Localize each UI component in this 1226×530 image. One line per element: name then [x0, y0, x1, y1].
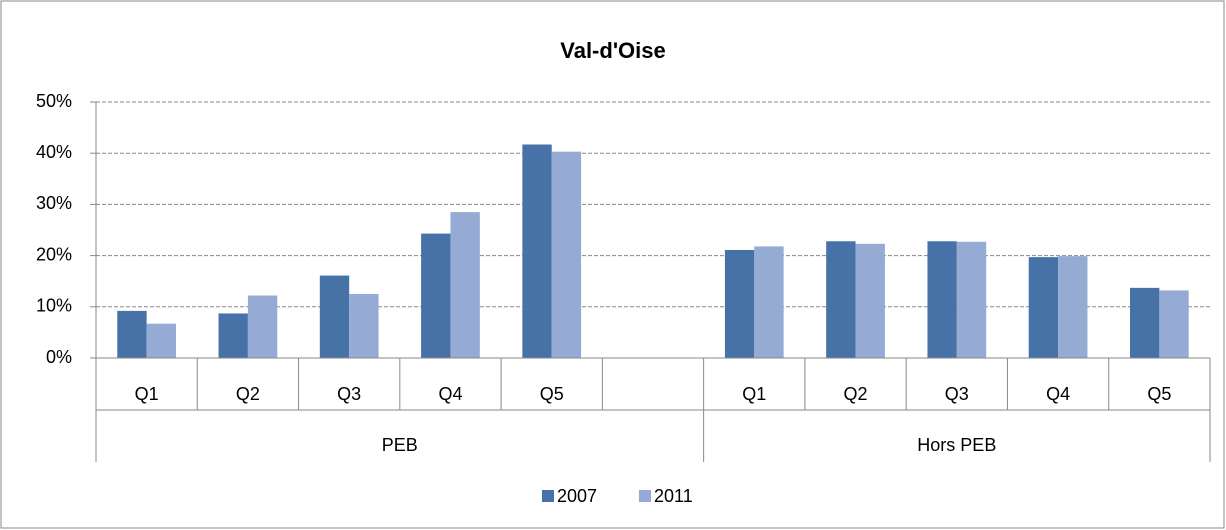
bar	[146, 323, 177, 358]
bar	[826, 241, 856, 358]
bar	[247, 295, 278, 358]
bar	[927, 241, 957, 358]
x-tick-label: Q5	[1147, 384, 1171, 404]
y-tick-label: 0%	[46, 347, 72, 367]
bar	[956, 241, 987, 358]
x-tick-label: Q2	[236, 384, 260, 404]
legend-swatch	[542, 490, 554, 502]
bar	[1058, 256, 1088, 358]
x-tick-label: Q2	[844, 384, 868, 404]
legend-swatch	[639, 490, 651, 502]
x-tick-label: Q1	[742, 384, 766, 404]
bar	[349, 294, 379, 358]
bar	[724, 249, 755, 358]
bar	[522, 144, 552, 358]
y-tick-label: 40%	[36, 142, 72, 162]
x-tick-label: Q5	[540, 384, 564, 404]
bar	[319, 275, 350, 358]
bar	[450, 212, 480, 358]
x-tick-label: Q1	[135, 384, 159, 404]
x-tick-label: Q3	[945, 384, 969, 404]
bar	[117, 310, 147, 358]
y-tick-label: 30%	[36, 193, 72, 213]
legend-label: 2011	[654, 486, 693, 506]
y-tick-label: 20%	[36, 244, 72, 264]
bar	[1129, 287, 1160, 358]
bar	[754, 246, 784, 358]
x-tick-label: Q4	[438, 384, 462, 404]
y-tick-label: 50%	[36, 91, 72, 111]
bar	[855, 243, 885, 358]
bar	[421, 233, 451, 358]
bar	[1159, 290, 1189, 358]
bar	[218, 313, 248, 358]
legend-label: 2007	[557, 486, 597, 506]
x-tick-label: Q3	[337, 384, 361, 404]
bar	[551, 151, 582, 358]
chart-title: Val-d'Oise	[560, 38, 666, 63]
y-tick-label: 10%	[36, 296, 72, 316]
group-label: PEB	[382, 435, 418, 455]
x-tick-label: Q4	[1046, 384, 1070, 404]
group-label: Hors PEB	[917, 435, 996, 455]
bar	[1028, 257, 1059, 358]
